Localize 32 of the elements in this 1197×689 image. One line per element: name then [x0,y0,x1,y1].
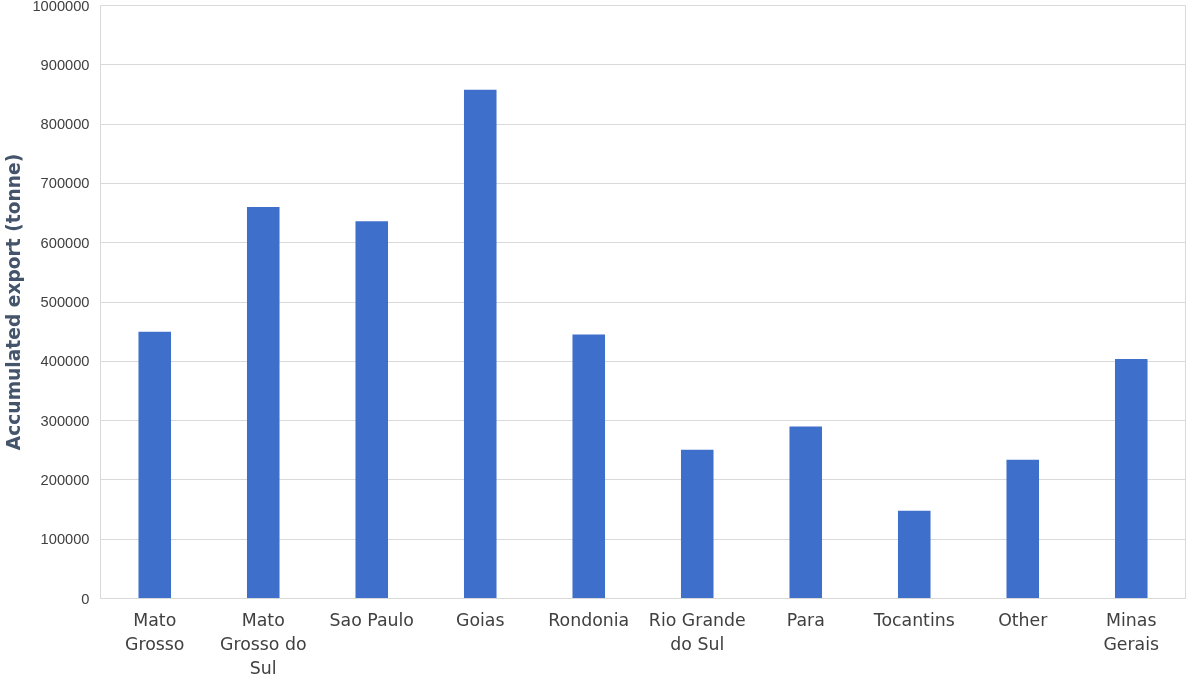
x-tick-label: Mato Grosso do Sul [219,609,307,678]
bar [1006,459,1040,599]
y-axis-title: Accumulated export (tonne) [3,153,25,451]
bar [680,449,714,599]
bar [572,334,606,599]
y-tick-label: 700000 [40,175,90,192]
bar [463,89,497,599]
y-tick-label: 0 [81,590,90,607]
y-tick-label: 200000 [40,471,90,488]
y-tick-label: 800000 [40,116,90,133]
x-tick-label: Other [998,609,1049,630]
x-tick-label: Mato Grosso [125,609,185,654]
y-tick-label: 500000 [40,294,90,310]
bar [138,331,172,599]
x-tick-label: Goias [456,609,505,630]
x-tick-label: Minas Gerais [1103,609,1160,654]
x-tick-label: Rondonia [548,609,630,630]
x-tick-label: Tocantins [872,609,955,630]
bar [1114,358,1148,599]
x-tick-label: Para [786,609,825,630]
y-tick-label: 400000 [40,353,90,370]
bar [246,207,280,599]
y-tick-label: 600000 [40,234,90,251]
y-tick-label: 300000 [40,412,90,429]
bar [355,221,389,599]
y-tick-label: 1000000 [32,0,90,14]
y-tick-label: 100000 [40,531,90,548]
x-tick-label: Sao Paulo [329,609,414,630]
y-tick-label: 900000 [40,56,90,73]
x-tick-label: Rio Grande do Sul [648,609,746,654]
bar [789,426,823,599]
bar [897,510,931,599]
